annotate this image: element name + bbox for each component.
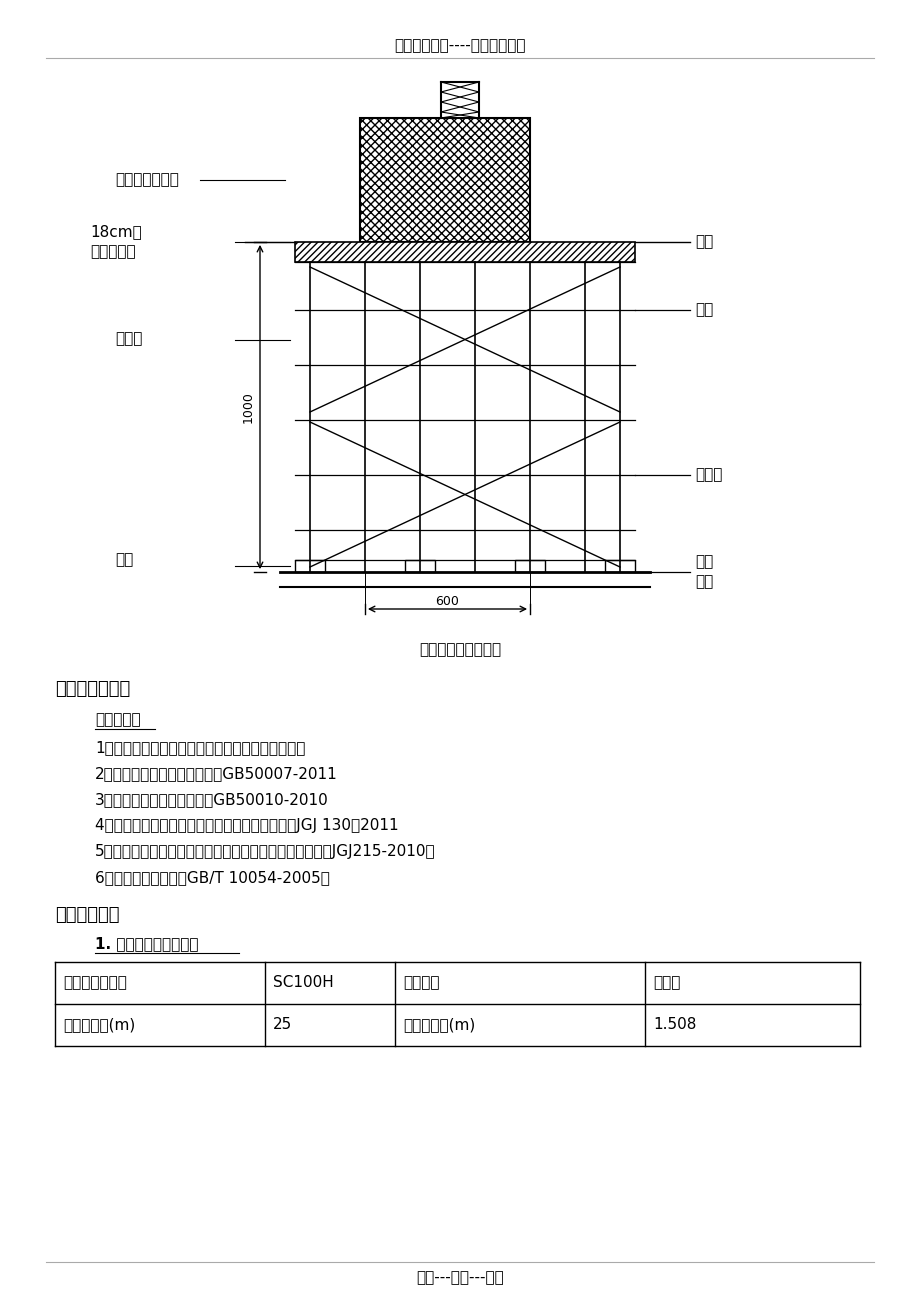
Text: 垫木: 垫木 <box>694 234 712 249</box>
Text: 垫木: 垫木 <box>115 552 133 566</box>
Text: 600: 600 <box>435 595 459 608</box>
Text: 底板: 底板 <box>694 574 712 589</box>
Text: SC100H: SC100H <box>273 975 334 990</box>
Text: 4、《建筑施工扣件式钢管脚手架安全技术规范》JGJ 130－2011: 4、《建筑施工扣件式钢管脚手架安全技术规范》JGJ 130－2011 <box>95 818 398 833</box>
Text: 剪刀撑: 剪刀撑 <box>115 332 142 346</box>
Text: 立杆: 立杆 <box>694 302 712 316</box>
Bar <box>605 560 634 572</box>
Text: 1. 施工升降机基本参数: 1. 施工升降机基本参数 <box>95 936 199 950</box>
Text: 脚手架支撑立面简图: 脚手架支撑立面简图 <box>418 642 501 658</box>
Text: 6、《施工升降机》（GB/T 10054-2005）: 6、《施工升降机》（GB/T 10054-2005） <box>95 870 330 885</box>
Text: 吊笼形式: 吊笼形式 <box>403 975 439 990</box>
Text: 1、《施工现场设施安全设计计算手册》谢建民编著: 1、《施工现场设施安全设计计算手册》谢建民编著 <box>95 740 305 755</box>
Text: 单吊笼: 单吊笼 <box>652 975 680 990</box>
Bar <box>295 560 324 572</box>
Bar <box>404 560 435 572</box>
Text: 1.508: 1.508 <box>652 1017 696 1032</box>
Text: 标准节长度(m): 标准节长度(m) <box>403 1017 475 1032</box>
Bar <box>359 118 529 242</box>
Text: 施工升降机型号: 施工升降机型号 <box>62 975 127 990</box>
Text: 水平杆: 水平杆 <box>694 467 721 482</box>
Text: 1000: 1000 <box>241 391 255 423</box>
Text: 基础: 基础 <box>694 553 712 569</box>
Bar <box>515 560 544 572</box>
Bar <box>295 242 634 262</box>
Text: 25: 25 <box>273 1017 292 1032</box>
Text: 一、参数信息: 一、参数信息 <box>55 906 119 924</box>
Bar <box>295 242 634 262</box>
Text: 货用施工升降机: 货用施工升降机 <box>115 172 178 187</box>
Text: 计算依据：: 计算依据： <box>95 712 141 727</box>
Text: 精选优质文档----倾情为你奉上: 精选优质文档----倾情为你奉上 <box>394 38 525 53</box>
Text: 专心---专注---专业: 专心---专注---专业 <box>415 1269 504 1285</box>
Bar <box>359 118 529 242</box>
Text: 地下室顶板: 地下室顶板 <box>90 243 135 259</box>
Text: 3、《混凝土结构设计规范》GB50010-2010: 3、《混凝土结构设计规范》GB50010-2010 <box>95 792 328 807</box>
Text: 2、《建筑地基基础设计规范》GB50007-2011: 2、《建筑地基基础设计规范》GB50007-2011 <box>95 766 337 781</box>
Text: 架设总高度(m): 架设总高度(m) <box>62 1017 135 1032</box>
Text: 5、《建筑施工升降机安装、使用、拆卸安全技术规程》（JGJ215-2010）: 5、《建筑施工升降机安装、使用、拆卸安全技术规程》（JGJ215-2010） <box>95 844 436 859</box>
Text: 18cm厚: 18cm厚 <box>90 224 142 240</box>
Text: 四、承重架验算: 四、承重架验算 <box>55 680 130 698</box>
